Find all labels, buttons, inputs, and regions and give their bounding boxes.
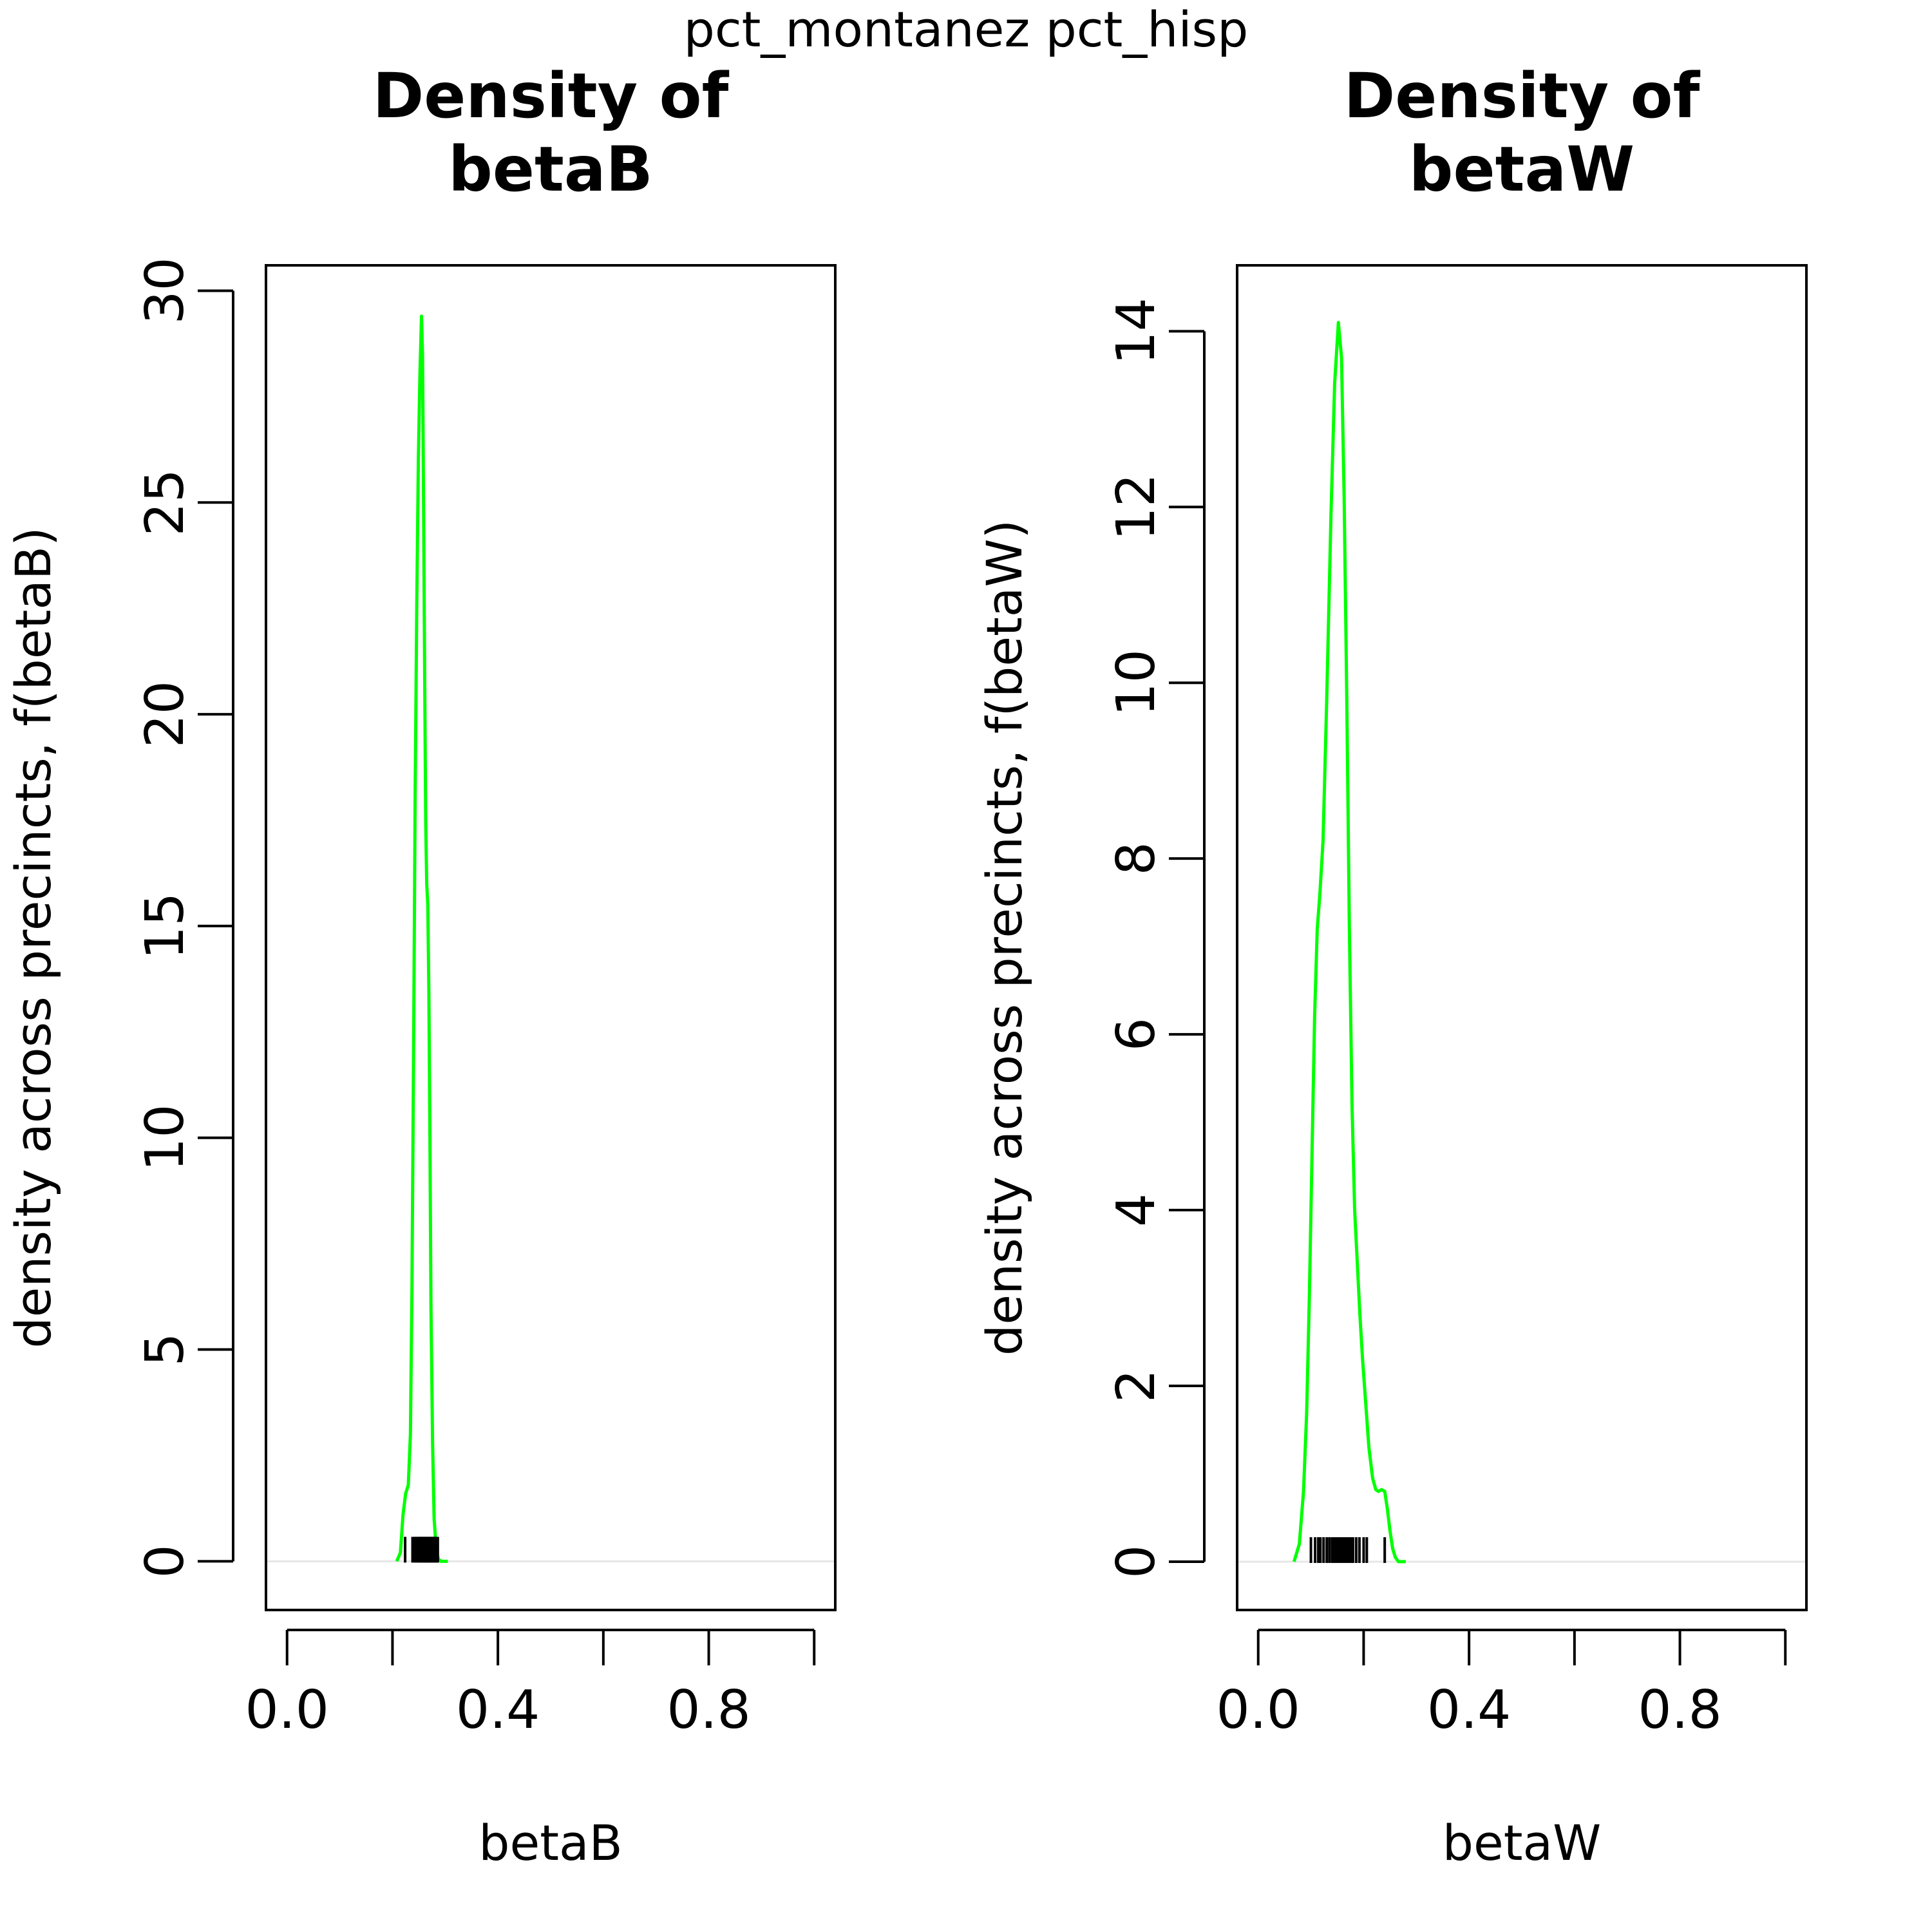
y-tick-label: 8 — [1106, 842, 1167, 875]
y-tick-label: 20 — [135, 681, 196, 748]
chart-title-line1: Density of — [1344, 60, 1701, 132]
y-tick-label: 14 — [1106, 298, 1167, 365]
x-tick-label: 0.4 — [456, 1680, 540, 1741]
x-tick-label: 0.0 — [1217, 1680, 1300, 1741]
plot-frame — [265, 264, 837, 1611]
y-tick-label: 5 — [135, 1332, 196, 1366]
x-tick-label: 0.8 — [1638, 1680, 1721, 1741]
y-tick-label: 25 — [135, 469, 196, 536]
x-tick-label: 0.4 — [1427, 1680, 1511, 1741]
y-tick-label: 0 — [135, 1544, 196, 1578]
y-tick-label: 10 — [1106, 649, 1167, 716]
x-tick-label: 0.0 — [245, 1680, 329, 1741]
y-axis-label: density across precincts, f(betaB) — [5, 527, 62, 1348]
y-tick-label: 4 — [1106, 1193, 1167, 1227]
y-axis-label: density across precincts, f(betaW) — [976, 520, 1033, 1356]
y-tick-label: 30 — [135, 257, 196, 324]
figure-suptitle: pct_montanez pct_hisp — [684, 1, 1249, 58]
plot-frame — [1236, 264, 1808, 1611]
x-axis-label: betaB — [478, 1814, 623, 1871]
y-tick-label: 10 — [135, 1104, 196, 1171]
chart-title-line2: betaB — [448, 133, 653, 205]
y-tick-label: 15 — [135, 893, 196, 960]
chart-title-line2: betaW — [1409, 133, 1634, 205]
density-curve — [1293, 321, 1406, 1564]
chart-title-line1: Density of — [373, 60, 730, 132]
y-tick-label: 0 — [1106, 1545, 1167, 1578]
density-curve — [395, 314, 448, 1563]
y-tick-label: 12 — [1106, 473, 1167, 540]
y-tick-label: 6 — [1106, 1018, 1167, 1051]
x-axis-label: betaW — [1443, 1814, 1602, 1871]
x-tick-label: 0.8 — [667, 1680, 750, 1741]
y-tick-label: 2 — [1106, 1369, 1167, 1403]
